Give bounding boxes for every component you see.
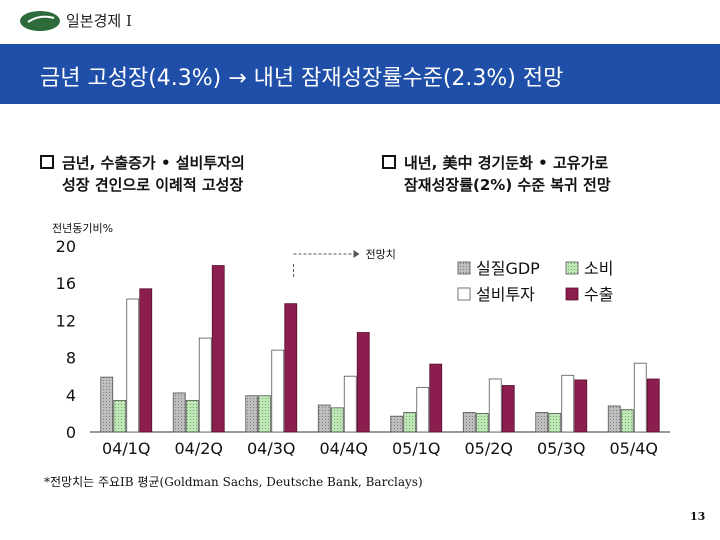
bar (462, 412, 476, 433)
bar (390, 415, 404, 433)
legend-label: 소비 (584, 259, 613, 278)
bar (343, 375, 357, 433)
bar (271, 349, 285, 433)
bar (330, 407, 344, 433)
bullet-left-line1: 금년, 수출증가 • 설비투자의 (62, 154, 245, 172)
bar (548, 412, 562, 433)
bar (607, 405, 621, 433)
bar (403, 412, 417, 433)
legend-swatch (457, 287, 471, 301)
page-number: 13 (690, 510, 706, 523)
y-tick-label: 12 (56, 311, 76, 330)
bar (284, 303, 298, 433)
bar (620, 409, 634, 433)
bar (245, 395, 259, 433)
logo-icon (20, 11, 60, 31)
bar (416, 386, 430, 433)
x-tick-label: 05/1Q (392, 439, 441, 458)
bullet-left-line2: 성장 견인으로 이례적 고성장 (62, 176, 244, 194)
forecast-annotation: 전망치 (366, 248, 396, 261)
bar (100, 376, 114, 433)
page-title: 금년 고성장(4.3%) → 내년 잠재성장률수준(2.3%) 전망 (40, 66, 564, 91)
bar (317, 404, 331, 433)
x-tick-label: 04/2Q (174, 439, 223, 458)
bar (211, 265, 225, 433)
legend-swatch (457, 261, 471, 275)
x-tick-label: 04/1Q (102, 439, 151, 458)
bar (488, 378, 502, 433)
y-tick-label: 20 (56, 237, 76, 256)
bar (198, 337, 212, 433)
bar (633, 362, 647, 433)
checkbox-bullet-icon (40, 155, 54, 169)
bar (356, 332, 370, 433)
bar-chart: 전년동기비% 0 4 8 12 16 20 04/1Q 04/2Q 04/3Q 04/4Q 05/1Q… (52, 222, 670, 458)
legend-label: 설비투자 (476, 285, 535, 304)
bar (113, 399, 127, 433)
bullet-right: 내년, 美中 경기둔화 • 고유가로 잠재성장률(2%) 수준 복귀 전망 (382, 152, 712, 196)
bar (429, 363, 443, 433)
bullet-right-line1: 내년, 美中 경기둔화 • 고유가로 (404, 154, 609, 172)
forecast-arrow-icon (353, 250, 360, 258)
bullet-left: 금년, 수출증가 • 설비투자의 성장 견인으로 이례적 고성장 (40, 152, 340, 196)
bar (172, 392, 186, 433)
legend-label: 실질GDP (476, 259, 540, 278)
y-tick-label: 4 (66, 386, 76, 405)
y-tick-label: 8 (66, 349, 76, 368)
x-tick-label: 05/3Q (537, 439, 586, 458)
y-axis-label: 전년동기비% (52, 222, 113, 235)
legend-swatch (565, 287, 579, 301)
x-tick-label: 05/4Q (609, 439, 658, 458)
title-bar (0, 44, 720, 104)
bar (258, 395, 272, 433)
y-tick-label: 16 (56, 274, 76, 293)
bar (185, 399, 199, 433)
bar (475, 412, 489, 433)
footnote: *전망치는 주요IB 평균(Goldman Sachs, Deutsche Ba… (44, 475, 423, 489)
bar (646, 378, 660, 433)
bar (561, 374, 575, 433)
bar (535, 412, 549, 433)
x-tick-label: 04/3Q (247, 439, 296, 458)
bar (139, 288, 153, 433)
bullet-right-line2: 잠재성장률(2%) 수준 복귀 전망 (404, 176, 611, 194)
x-tick-label: 04/4Q (319, 439, 368, 458)
legend-label: 수출 (584, 285, 613, 304)
bar (574, 379, 588, 433)
bar (501, 385, 515, 433)
checkbox-bullet-icon (382, 155, 396, 169)
x-tick-label: 05/2Q (464, 439, 513, 458)
y-tick-label: 0 (66, 423, 76, 442)
legend-swatch (565, 261, 579, 275)
section-label: 일본경제 I (66, 12, 132, 30)
bar (126, 298, 140, 433)
